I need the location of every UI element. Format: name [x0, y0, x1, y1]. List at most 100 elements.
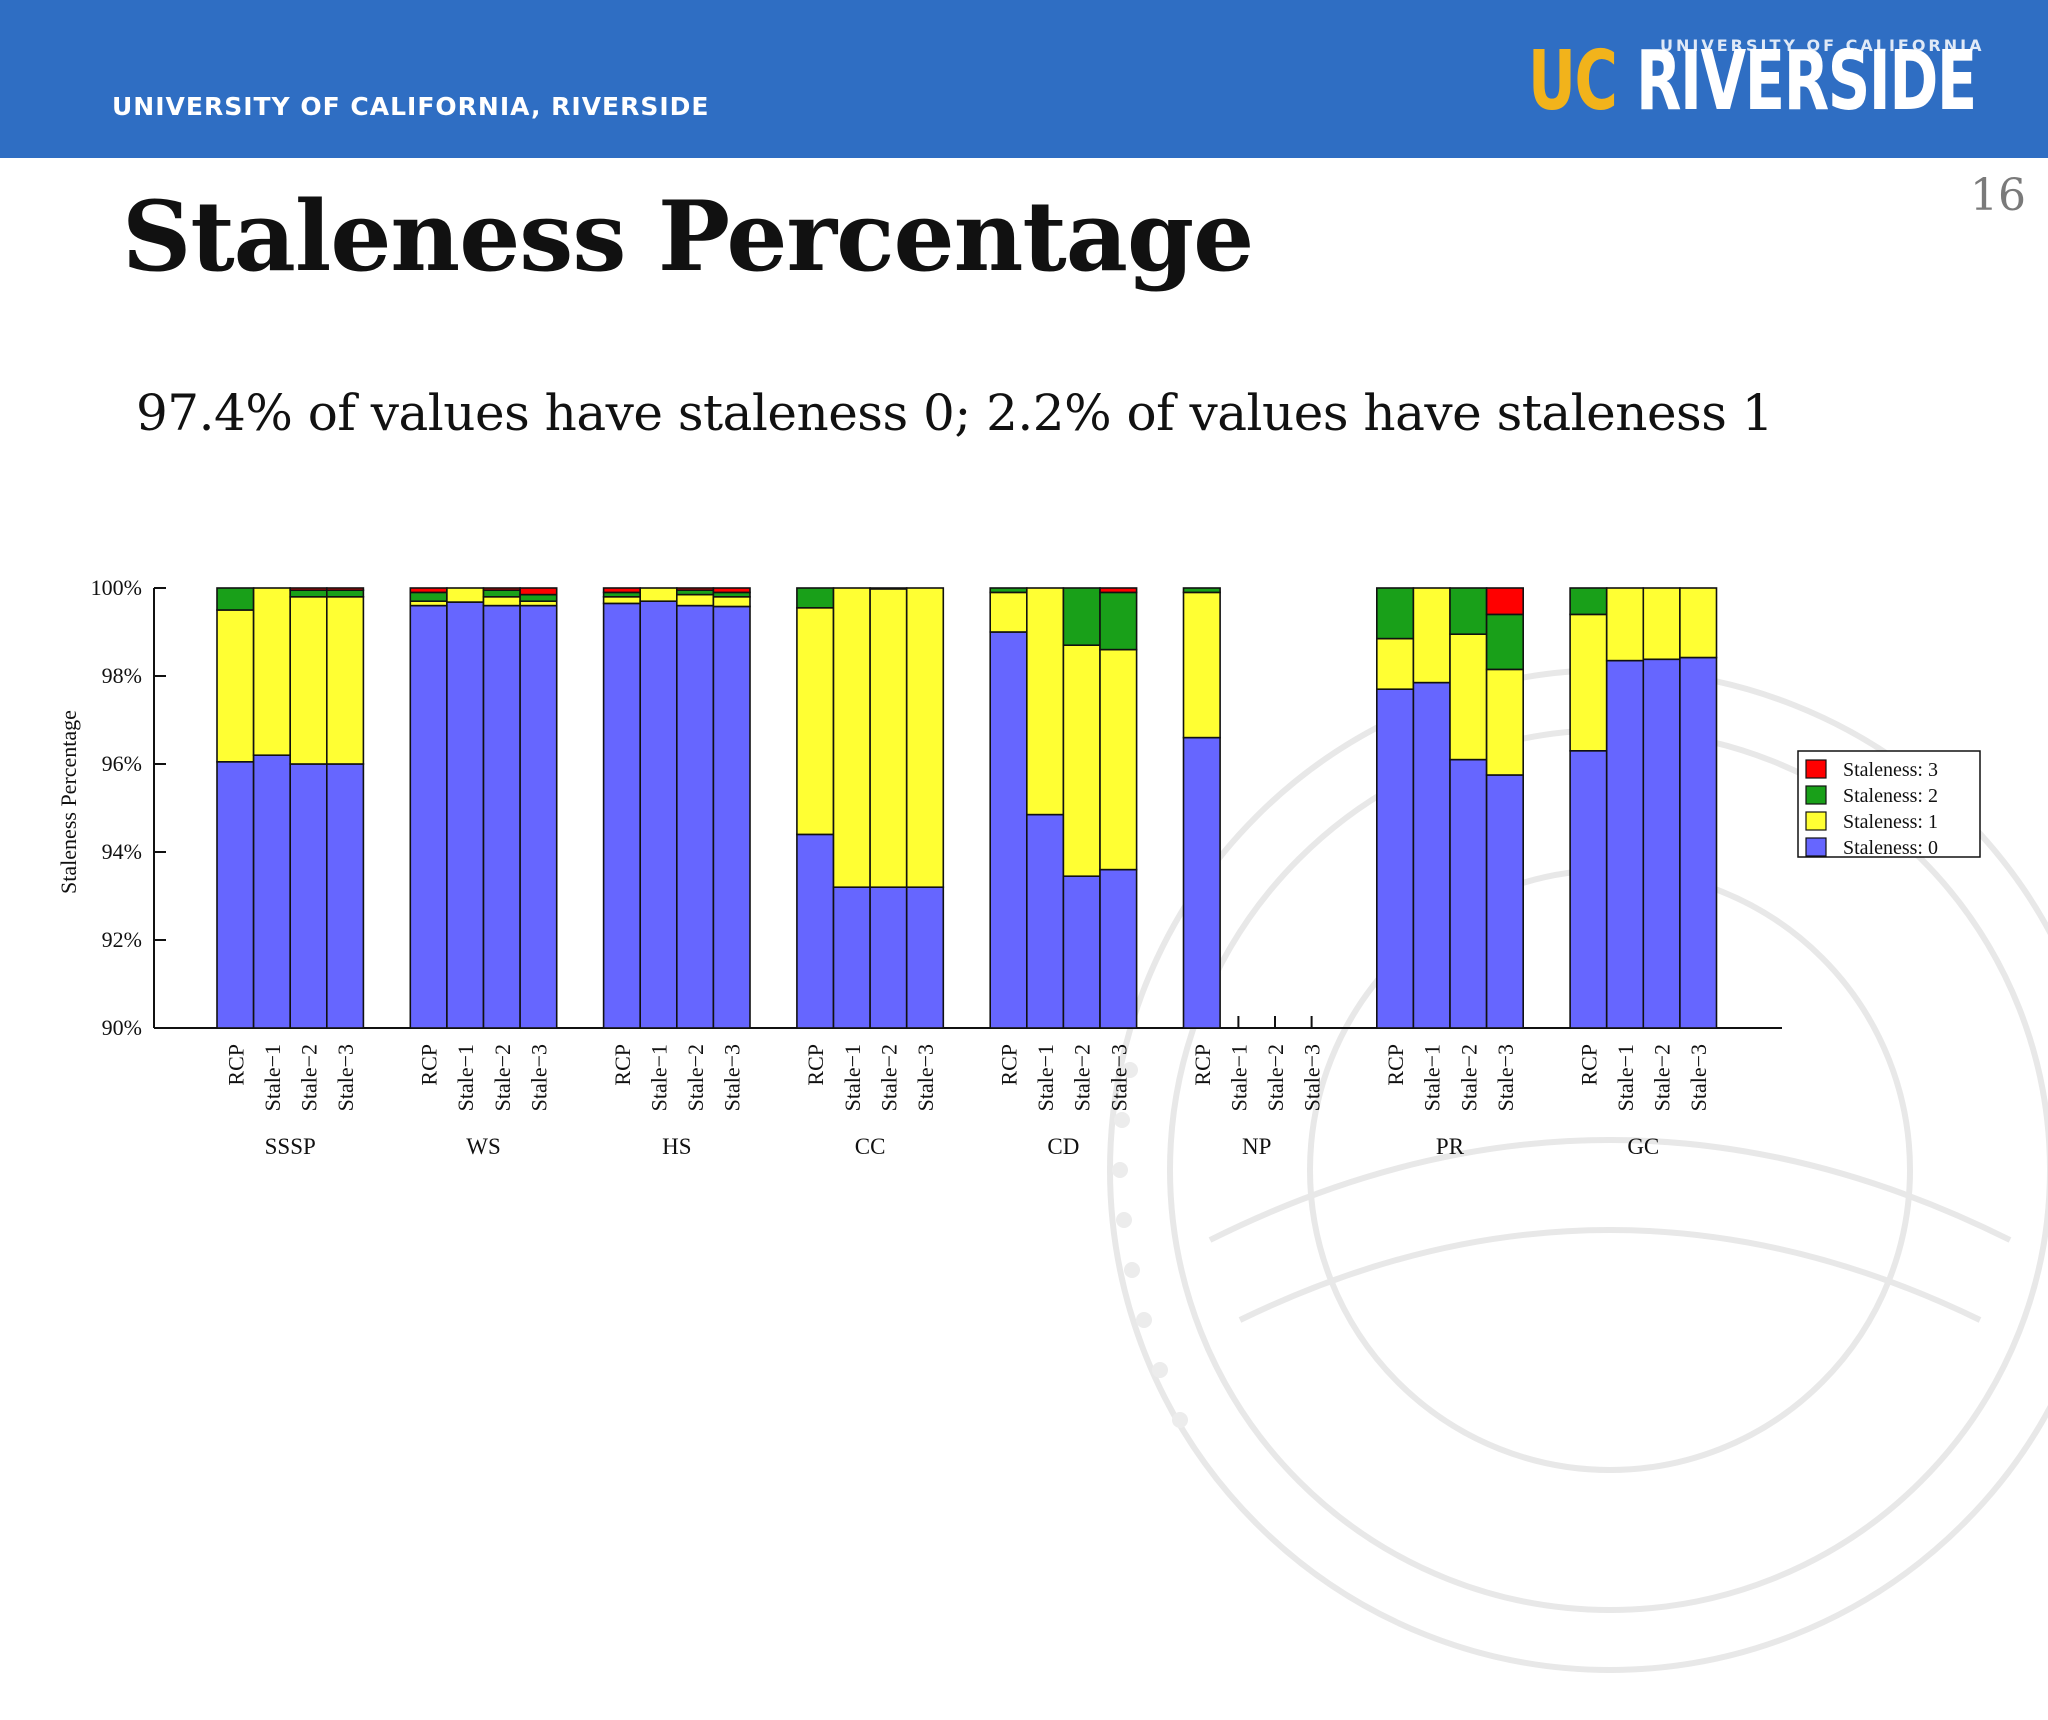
bar-segment-gc-0-s2 — [1569, 587, 1608, 616]
y-tick-label: 98% — [102, 663, 142, 688]
bar-label: Stale−1 — [1613, 1044, 1638, 1111]
bar-segment-pr-0-s1 — [1376, 637, 1415, 690]
bar-segment-cc-2-s0 — [869, 886, 908, 1029]
bar-label: Stale−3 — [1493, 1044, 1518, 1111]
group-label-pr: PR — [1436, 1134, 1465, 1159]
bar-segment-ws-0-s0 — [409, 604, 448, 1029]
group-label-gc: GC — [1627, 1134, 1659, 1159]
bar-segment-sssp-0-s0 — [216, 761, 255, 1029]
bar-segment-cd-1-s0 — [1026, 813, 1065, 1029]
slide-number: 16 — [1970, 170, 2026, 221]
bar-label: Stale−3 — [720, 1044, 745, 1111]
group-label-hs: HS — [662, 1134, 691, 1159]
logo-uc-text: UC — [1528, 34, 1618, 129]
bar-segment-ws-3-s3 — [519, 587, 558, 596]
bar-segment-ws-3-s2 — [519, 593, 558, 602]
bar-segment-cd-2-s2 — [1062, 587, 1101, 647]
university-name: UNIVERSITY OF CALIFORNIA, RIVERSIDE — [112, 92, 710, 121]
bar-label: Stale−3 — [1686, 1044, 1711, 1111]
bar-segment-cd-0-s1 — [989, 591, 1028, 633]
bar-label: Stale−3 — [913, 1044, 938, 1111]
bar-label: Stale−2 — [297, 1044, 322, 1111]
bar-segment-sssp-3-s1 — [325, 595, 365, 765]
bar-segment-cd-0-s2 — [989, 587, 1028, 594]
bar-label: RCP — [1190, 1044, 1215, 1086]
bar-segment-sssp-1-s1 — [252, 587, 292, 756]
legend-swatch-staleness-3 — [1805, 759, 1827, 779]
bar-segment-ws-2-s0 — [482, 604, 521, 1029]
bar-segment-cd-0-s0 — [989, 631, 1028, 1029]
bar-segment-hs-0-s3 — [602, 587, 641, 594]
bar-segment-hs-3-s3 — [712, 587, 751, 594]
bar-segment-pr-3-s2 — [1485, 613, 1524, 671]
bar-segment-ws-1-s0 — [446, 601, 485, 1029]
bar-segment-cd-3-s0 — [1099, 868, 1138, 1029]
logo-university-text: UNIVERSITY OF CALIFORNIA — [1660, 36, 1985, 55]
bar-segment-sssp-0-s2 — [216, 587, 255, 611]
slide-subtitle: 97.4% of values have staleness 0; 2.2% o… — [136, 384, 1774, 442]
bar-segment-hs-1-s0 — [639, 600, 678, 1029]
bar-segment-hs-2-s3 — [675, 587, 715, 591]
bar-segment-hs-3-s0 — [712, 605, 751, 1029]
bar-segment-ws-3-s0 — [519, 604, 558, 1029]
bar-label: Stale−2 — [683, 1044, 708, 1111]
bar-segment-hs-1-s1 — [639, 587, 678, 602]
bar-label: RCP — [803, 1044, 828, 1086]
bar-segment-pr-0-s0 — [1376, 688, 1415, 1029]
group-label-ws: WS — [466, 1134, 501, 1159]
bar-segment-cc-1-s1 — [832, 587, 871, 889]
bar-segment-hs-0-s0 — [602, 602, 641, 1029]
bar-segment-cd-3-s2 — [1099, 591, 1138, 651]
bar-label: RCP — [1576, 1044, 1601, 1086]
bar-segment-sssp-3-s3 — [325, 587, 365, 591]
bar-segment-np-0-s0 — [1182, 736, 1221, 1029]
bar-segment-cc-0-s2 — [796, 587, 835, 609]
bar-segment-hs-0-s1 — [602, 595, 641, 605]
bar-segment-sssp-2-s1 — [289, 595, 328, 765]
bar-segment-gc-1-s0 — [1605, 659, 1645, 1029]
bar-segment-cc-3-s1 — [905, 587, 945, 889]
bar-segment-sssp-2-s3 — [289, 587, 328, 591]
bar-label: Stale−2 — [490, 1044, 515, 1111]
bar-segment-cd-2-s0 — [1062, 875, 1101, 1029]
group-label-np: NP — [1242, 1134, 1271, 1159]
bar-segment-ws-0-s3 — [409, 587, 448, 594]
y-axis-label: Staleness Percentage — [56, 710, 81, 894]
bar-segment-sssp-0-s1 — [216, 609, 255, 763]
bar-segment-ws-1-s1 — [446, 587, 485, 603]
bar-label: Stale−1 — [1226, 1044, 1251, 1111]
bar-segment-np-0-s1 — [1182, 591, 1221, 739]
bar-segment-pr-2-s0 — [1449, 758, 1488, 1029]
y-tick-label: 90% — [102, 1015, 142, 1040]
bar-segment-gc-3-s1 — [1679, 587, 1718, 659]
bar-segment-pr-3-s1 — [1485, 668, 1524, 776]
bar-segment-sssp-1-s0 — [252, 754, 292, 1029]
bar-label: Stale−1 — [1033, 1044, 1058, 1111]
bar-label: Stale−3 — [333, 1044, 358, 1111]
staleness-chart: 90% 92% 94% 96% 98% 100% Staleness Percentage… — [56, 575, 1981, 1159]
legend-label-staleness-0: Staleness: 0 — [1843, 837, 1938, 859]
bar-label: RCP — [997, 1044, 1022, 1086]
legend-label-staleness-2: Staleness: 2 — [1843, 785, 1938, 807]
legend-box — [1797, 750, 1981, 858]
bar-segment-gc-0-s0 — [1569, 750, 1608, 1029]
legend-swatch-staleness-1 — [1805, 811, 1827, 831]
bar-label: Stale−2 — [1070, 1044, 1095, 1111]
bar-segment-cd-2-s1 — [1062, 644, 1101, 877]
y-tick-label: 100% — [91, 575, 142, 600]
slide-header-band: UNIVERSITY OF CALIFORNIA, RIVERSIDE UNIV… — [0, 0, 2048, 158]
y-tick-label: 92% — [102, 927, 142, 952]
bar-segment-sssp-2-s0 — [289, 763, 328, 1029]
bar-segment-cc-1-s0 — [832, 886, 871, 1029]
bar-segment-gc-1-s1 — [1605, 587, 1645, 662]
bar-segment-cc-2-s2 — [869, 587, 908, 590]
bar-segment-hs-3-s1 — [712, 595, 751, 608]
bar-segment-gc-3-s0 — [1679, 656, 1718, 1029]
bar-segment-ws-2-s3 — [482, 587, 521, 591]
bar-label: Stale−1 — [453, 1044, 478, 1111]
bar-segment-cc-0-s1 — [796, 606, 835, 836]
bar-segment-hs-2-s1 — [675, 593, 715, 607]
bar-label: Stale−1 — [260, 1044, 285, 1111]
bar-label: RCP — [1383, 1044, 1408, 1086]
ucr-logo: UNIVERSITY OF CALIFORNIA UC RIVERSIDE — [1520, 28, 1981, 138]
